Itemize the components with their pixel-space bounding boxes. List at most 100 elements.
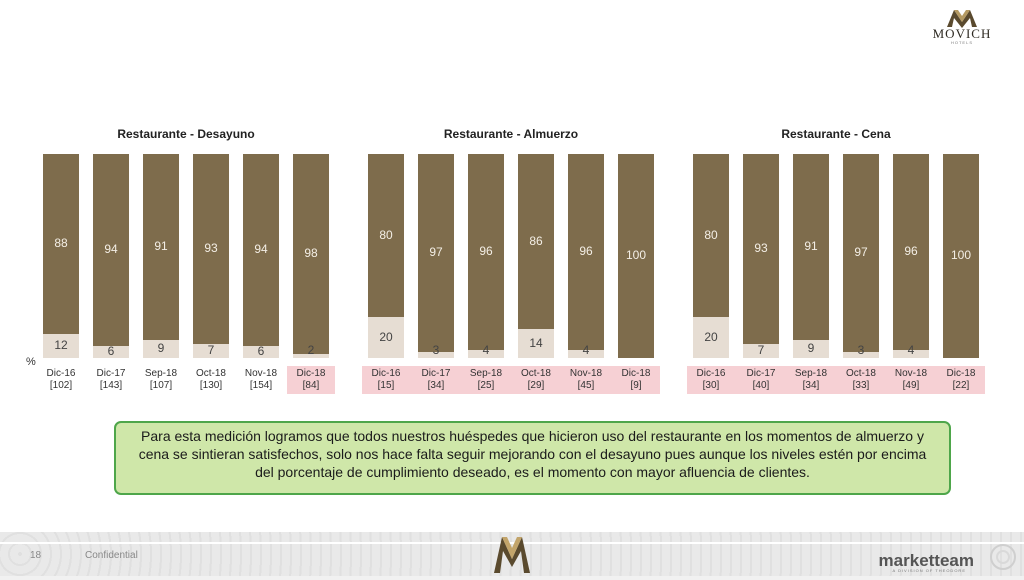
category-label: Dic-17 [143] (87, 368, 135, 392)
category-name: Sep-18 (794, 368, 828, 379)
category-base: [102] (49, 380, 73, 391)
marketteam-sub: A DIVISION OF THEODORE (892, 568, 966, 573)
brand-name: MOVICH (932, 26, 992, 41)
category-label: Dic-18 [22] (937, 368, 985, 392)
value-label-upper: 91 (154, 238, 168, 253)
bar-segment-lower (368, 317, 404, 358)
category-name: Dic-16 (46, 368, 76, 379)
value-label-lower: 4 (907, 343, 915, 357)
bar-dic-16 (368, 154, 404, 358)
category-name: Dic-18 (946, 368, 976, 379)
bar-segment-lower (568, 349, 604, 358)
category-base: [154] (249, 380, 273, 391)
value-label-lower: 7 (207, 342, 215, 357)
bar-dic-17 (93, 154, 129, 358)
category-base: [25] (477, 380, 495, 391)
category-base: [84] (302, 380, 320, 391)
value-label-lower: 4 (482, 343, 490, 357)
bar-dic-18 (293, 154, 329, 358)
value-label-upper: 96 (579, 243, 593, 258)
category-label: Nov-18 [49] (887, 368, 935, 392)
bar-segment-lower (43, 333, 79, 358)
value-label-lower: 2 (307, 343, 315, 357)
value-label-upper: 88 (54, 235, 68, 250)
category-label: Dic-16 [102] (37, 368, 85, 392)
chart-title: Restaurante - Desayuno (117, 127, 255, 141)
bar-dic-17 (418, 154, 454, 358)
bar-sep-18 (793, 154, 829, 358)
brand-sub: HOTELS (950, 40, 973, 45)
value-label-upper: 96 (479, 243, 493, 258)
bar-dic-18 (618, 154, 654, 358)
value-label-lower: 7 (757, 342, 765, 357)
bar-segment-lower (93, 345, 129, 358)
bar-segment-lower (843, 351, 879, 358)
confidential-label: Confidential (85, 550, 138, 561)
highlight-band (687, 366, 985, 394)
bar-dic-17 (743, 154, 779, 358)
category-label: Nov-18 [45] (562, 368, 610, 392)
category-label: Oct-18 [29] (512, 368, 560, 392)
category-base: [33] (852, 380, 870, 391)
category-base: [40] (752, 380, 770, 391)
category-name: Oct-18 (195, 368, 226, 379)
category-name: Nov-18 (569, 368, 603, 379)
percent-label: % (26, 356, 36, 368)
bar-segment-lower (418, 351, 454, 358)
bar-segment-lower (243, 345, 279, 358)
bar-dic-18 (943, 154, 979, 358)
category-label: Oct-18 [33] (837, 368, 885, 392)
category-base: [34] (802, 380, 820, 391)
category-base: [22] (952, 380, 970, 391)
value-label-upper: 80 (379, 227, 393, 242)
bar-oct-18 (193, 154, 229, 358)
footer-m-logo (492, 533, 532, 580)
category-label: Dic-16 [30] (687, 368, 735, 392)
highlight-band (362, 366, 660, 394)
conclusion-note: Para esta medición logramos que todos nu… (114, 421, 951, 495)
bar-dic-16 (693, 154, 729, 358)
bar-segment-lower (193, 343, 229, 358)
marketteam-logo: marketteam (878, 551, 974, 570)
movich-m-icon (947, 10, 977, 28)
category-base: [49] (902, 380, 920, 391)
category-label: Nov-18 [154] (237, 368, 285, 392)
bar-segment-lower (893, 349, 929, 358)
category-base: [143] (99, 380, 123, 391)
category-label: Sep-18 [107] (137, 368, 185, 392)
value-label-lower: 3 (857, 343, 865, 357)
value-label-lower: 6 (257, 343, 265, 358)
category-base: [45] (577, 380, 595, 391)
bar-dic-16 (43, 154, 79, 358)
category-name: Oct-18 (845, 368, 876, 379)
bar-segment-lower (518, 329, 554, 358)
category-label: Dic-18 [84] (287, 368, 335, 392)
category-name: Dic-18 (296, 368, 326, 379)
category-base: [29] (527, 380, 545, 391)
category-name: Dic-17 (421, 368, 451, 379)
bar-oct-18 (843, 154, 879, 358)
bar-oct-18 (518, 154, 554, 358)
chart-title: Restaurante - Almuerzo (443, 127, 579, 141)
category-label: Dic-17 [40] (737, 368, 785, 392)
category-base: [130] (199, 380, 223, 391)
category-label: Dic-18 [9] (612, 368, 660, 392)
value-label-lower: 9 (157, 340, 165, 355)
category-base: [9] (630, 380, 642, 391)
bar-segment-lower (743, 343, 779, 358)
value-label-upper: 100 (625, 248, 647, 262)
value-label-lower: 4 (582, 343, 590, 357)
value-label-upper: 93 (204, 240, 218, 255)
category-name: Dic-18 (621, 368, 651, 379)
category-label: Dic-17 [34] (412, 368, 460, 392)
category-name: Dic-16 (371, 368, 401, 379)
category-name: Dic-16 (696, 368, 726, 379)
value-label-lower: 12 (54, 337, 68, 352)
category-name: Oct-18 (520, 368, 551, 379)
m-logo-icon (494, 537, 530, 573)
value-label-lower: 6 (107, 343, 115, 358)
category-label: Sep-18 [34] (787, 368, 835, 392)
bar-segment-lower (293, 353, 329, 358)
category-label: Dic-16 [15] (362, 368, 410, 392)
category-name: Nov-18 (894, 368, 928, 379)
